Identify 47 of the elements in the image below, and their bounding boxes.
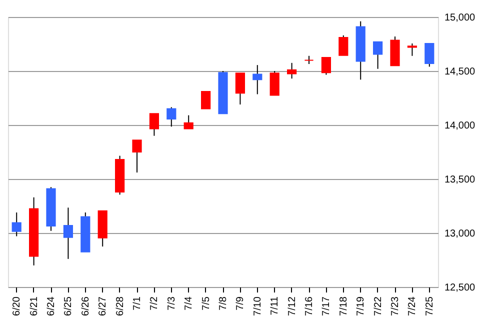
candlestick	[287, 62, 297, 80]
x-tick-label: 7/16	[304, 296, 315, 316]
x-tick-label: 7/4	[184, 296, 195, 310]
candlestick	[63, 207, 73, 260]
candlestick	[424, 42, 434, 68]
candlestick	[270, 70, 280, 96]
x-tick-label: 7/10	[252, 296, 264, 316]
x-tick-label: 6/26	[80, 296, 92, 316]
x-tick-label: 7/3	[166, 296, 178, 310]
candlestick	[201, 91, 211, 110]
candlestick	[149, 113, 159, 136]
x-tick-label: 6/20	[12, 296, 23, 316]
x-tick-label: 7/11	[270, 296, 281, 316]
x-tick-label: 7/19	[356, 296, 367, 316]
x-tick-label: 7/1	[132, 296, 143, 310]
x-tick-label: 6/25	[63, 296, 74, 316]
candlestick	[12, 212, 22, 237]
y-tick-label: 12,500	[444, 282, 476, 294]
candlestick	[252, 64, 262, 95]
y-tick-label: 13,000	[444, 228, 476, 240]
x-tick-label: 7/18	[338, 296, 350, 316]
x-tick-label: 7/2	[149, 296, 160, 310]
x-tick-label: 7/5	[200, 296, 212, 310]
y-tick-label: 15,000	[444, 12, 476, 24]
x-tick-label: 6/27	[98, 296, 109, 316]
x-tick-label: 6/24	[46, 296, 57, 316]
x-tick-label: 7/17	[321, 296, 332, 316]
x-tick-label: 7/9	[235, 296, 246, 310]
candlestick	[373, 41, 383, 70]
x-tick-label: 7/8	[218, 296, 229, 310]
candlestick	[321, 57, 331, 76]
x-tick-label: 7/24	[407, 296, 418, 316]
candlestick	[338, 34, 348, 56]
y-tick-label: 13,500	[444, 174, 476, 186]
candlestick	[166, 106, 176, 128]
x-tick-label: 7/23	[390, 296, 401, 316]
x-tick-label: 7/22	[372, 296, 384, 316]
x-tick-label: 7/25	[424, 296, 436, 316]
candlestick	[235, 72, 245, 105]
x-tick-label: 6/28	[114, 296, 126, 316]
candlestick	[407, 42, 417, 56]
candlestick	[132, 140, 142, 174]
y-tick-label: 14,000	[444, 120, 476, 132]
x-tick-label: 7/12	[286, 296, 298, 316]
candlestick	[184, 114, 194, 130]
x-tick-label: 6/21	[28, 296, 40, 316]
y-tick-label: 14,500	[444, 66, 476, 78]
